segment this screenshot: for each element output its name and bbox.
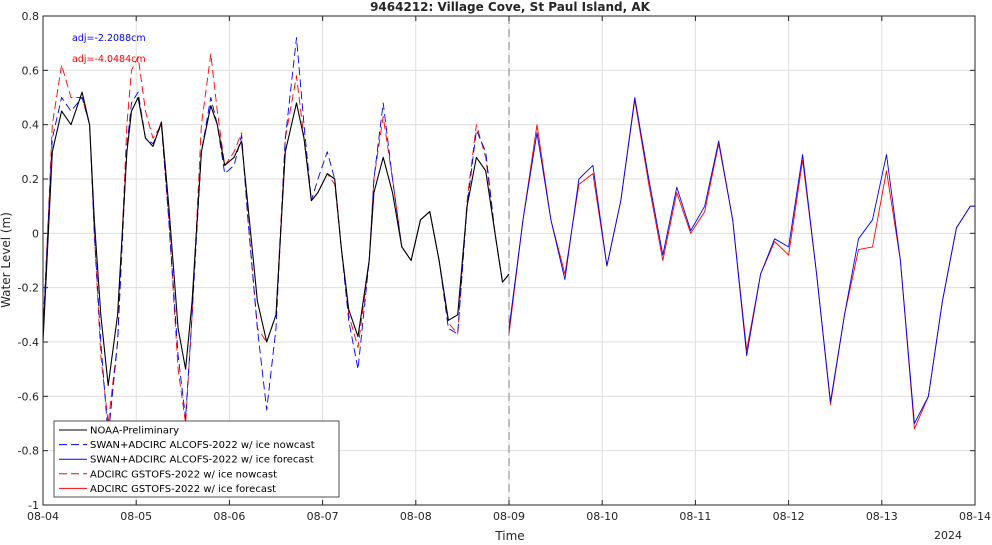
y-tick-label: -0.4 bbox=[18, 336, 39, 349]
series-line-2 bbox=[508, 97, 975, 424]
legend-label: SWAN+ADCIRC ALCOFS-2022 w/ ice forecast bbox=[90, 455, 314, 466]
legend-box bbox=[53, 420, 340, 498]
x-tick-label: 08-09 bbox=[493, 510, 525, 523]
x-year-label: 2024 bbox=[934, 529, 962, 541]
y-tick-label: 0 bbox=[32, 227, 39, 240]
x-tick-label: 08-13 bbox=[866, 510, 898, 523]
y-tick-label: -1 bbox=[28, 499, 39, 512]
adj-annotation-blue: adj=-2.2088cm bbox=[72, 33, 146, 44]
x-tick-label: 08-12 bbox=[773, 510, 805, 523]
series-line-1 bbox=[42, 37, 510, 438]
legend-label: ADCIRC GSTOFS-2022 w/ ice nowcast bbox=[90, 469, 277, 480]
x-tick-label: 08-14 bbox=[959, 510, 991, 523]
y-tick-label: 0.8 bbox=[22, 10, 40, 23]
adj-annotation-red: adj=-4.0484cm bbox=[72, 54, 146, 65]
x-tick-label: 08-04 bbox=[27, 510, 59, 523]
x-tick-label: 08-08 bbox=[400, 510, 432, 523]
x-axis-label: Time bbox=[494, 529, 524, 541]
chart-title: 9464212: Village Cove, St Paul Island, A… bbox=[370, 0, 651, 14]
y-tick-label: -0.2 bbox=[18, 282, 39, 295]
legend-label: ADCIRC GSTOFS-2022 w/ ice forecast bbox=[90, 484, 276, 495]
y-tick-label: -0.8 bbox=[18, 445, 39, 458]
legend-label: NOAA-Preliminary bbox=[90, 426, 179, 437]
y-tick-label: 0.2 bbox=[22, 173, 40, 186]
x-tick-label: 08-11 bbox=[679, 510, 711, 523]
x-tick-label: 08-07 bbox=[307, 510, 339, 523]
y-tick-label: 0.4 bbox=[22, 119, 40, 132]
y-tick-label: -0.6 bbox=[18, 390, 39, 403]
y-tick-label: 0.6 bbox=[22, 64, 40, 77]
legend-label: SWAN+ADCIRC ALCOFS-2022 w/ ice nowcast bbox=[90, 440, 315, 451]
x-tick-label: 08-06 bbox=[213, 510, 245, 523]
x-tick-label: 08-10 bbox=[586, 510, 618, 523]
series-line-0 bbox=[42, 91, 510, 387]
x-tick-label: 08-05 bbox=[120, 510, 152, 523]
y-axis-label: Water Level (m) bbox=[0, 212, 13, 308]
